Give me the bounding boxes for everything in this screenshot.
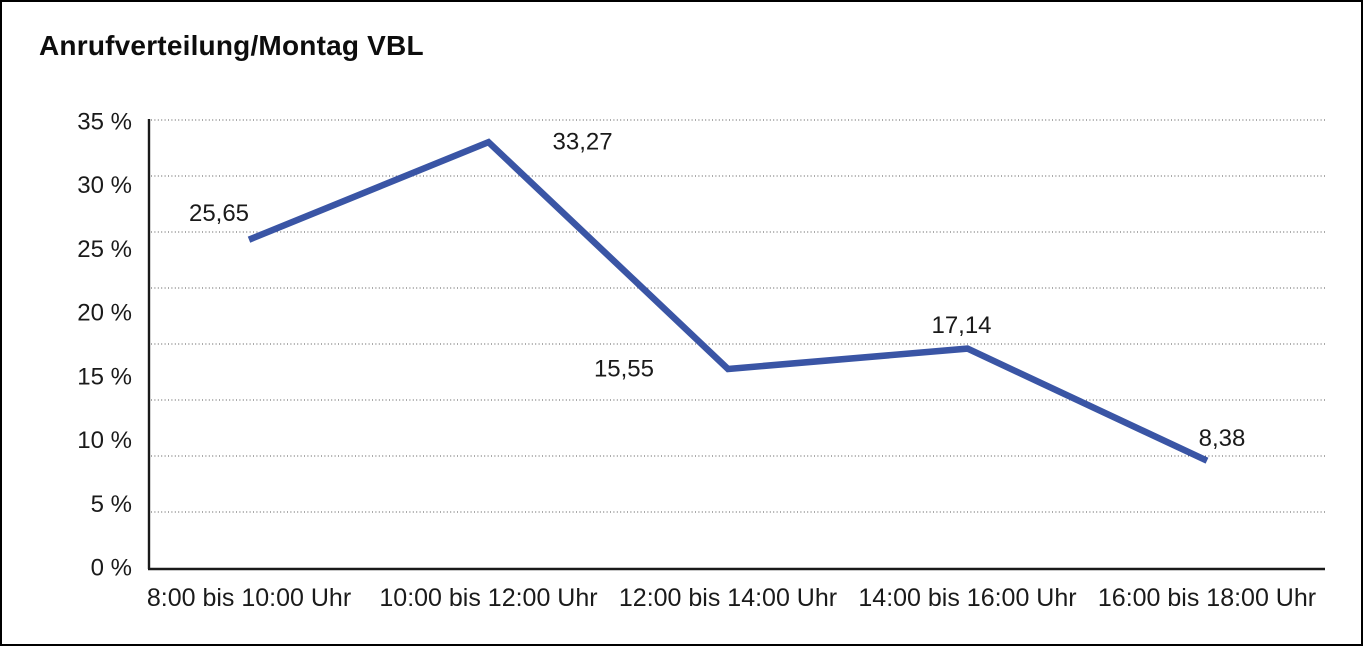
y-tick-label: 5 % [91, 491, 132, 518]
chart-title: Anrufverteilung/Montag VBL [39, 30, 424, 61]
data-line [247, 138, 1209, 464]
x-category-label: 12:00 bis 14:00 Uhr [619, 584, 837, 612]
x-category-label: 16:00 bis 18:00 Uhr [1098, 584, 1316, 612]
data-point-label: 33,27 [553, 129, 613, 156]
y-tick-label: 25 % [77, 236, 132, 263]
y-tick-label: 35 % [77, 109, 132, 136]
y-tick-label: 20 % [77, 300, 132, 327]
x-category-label: 8:00 bis 10:00 Uhr [147, 584, 351, 612]
data-point-label: 25,65 [189, 200, 249, 227]
data-point-label: 17,14 [931, 312, 991, 339]
y-tick-label: 0 % [91, 555, 132, 582]
data-point-label: 8,38 [1199, 425, 1246, 452]
data-point-label: 15,55 [594, 355, 654, 382]
x-category-label: 10:00 bis 12:00 Uhr [379, 584, 597, 612]
y-tick-label: 30 % [77, 172, 132, 199]
x-category-label: 14:00 bis 16:00 Uhr [858, 584, 1076, 612]
y-tick-label: 10 % [77, 427, 132, 454]
y-tick-label: 15 % [77, 363, 132, 390]
